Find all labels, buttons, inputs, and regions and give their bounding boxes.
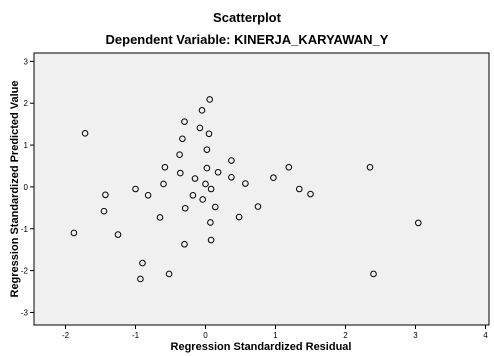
x-tick-label: 1 — [273, 331, 278, 340]
data-point — [198, 107, 206, 114]
plot-area — [33, 52, 490, 326]
x-tick-label: 4 — [483, 331, 488, 340]
data-point — [132, 185, 139, 193]
data-point — [366, 163, 374, 171]
data-point — [207, 236, 215, 244]
data-point — [181, 118, 188, 125]
x-axis-label: Regression Standardized Residual — [171, 341, 352, 353]
data-point — [161, 163, 169, 171]
data-point — [203, 164, 211, 172]
data-point — [137, 275, 144, 283]
data-point — [179, 135, 186, 143]
data-point — [102, 191, 109, 199]
data-point — [235, 213, 243, 221]
data-point — [415, 219, 422, 227]
x-tick-label: 0 — [203, 331, 208, 340]
data-point — [207, 185, 215, 193]
data-point — [81, 130, 89, 137]
data-point — [181, 204, 189, 212]
data-point — [144, 191, 152, 199]
data-point — [270, 174, 277, 182]
data-point — [156, 214, 164, 221]
x-tick-label: -2 — [62, 331, 70, 340]
data-point — [205, 130, 213, 138]
y-tick-label: 3 — [24, 57, 29, 66]
data-point — [189, 191, 197, 199]
data-point — [228, 157, 235, 164]
data-point — [202, 180, 209, 188]
data-point — [160, 180, 167, 188]
data-point — [296, 185, 303, 193]
x-tick-label: 2 — [343, 331, 348, 340]
data-point — [70, 229, 78, 237]
y-tick-label: 2 — [24, 99, 29, 108]
y-tick-label: 1 — [24, 141, 29, 150]
y-axis-label: Regression Standardized Predicted Value — [9, 80, 21, 297]
data-point — [165, 270, 173, 278]
axis-ticks: -2 -1 0 1 2 3 4 -3 -2 -1 0 1 2 3 — [21, 57, 488, 340]
data-point — [100, 207, 108, 215]
data-point — [307, 190, 314, 198]
data-point — [199, 196, 206, 203]
data-point — [139, 259, 146, 267]
data-point — [207, 219, 214, 226]
chart-title: Scatterplot — [213, 10, 282, 25]
data-point — [254, 203, 262, 210]
data-point — [206, 96, 213, 103]
data-points — [70, 96, 422, 283]
data-point — [212, 203, 219, 211]
data-point — [177, 169, 184, 177]
y-tick-label: -2 — [21, 267, 29, 276]
data-point — [176, 151, 183, 158]
data-point — [370, 270, 377, 278]
data-point — [285, 163, 293, 171]
y-tick-label: 0 — [24, 183, 29, 192]
x-tick-label: -1 — [132, 331, 140, 340]
data-point — [242, 180, 249, 187]
data-point — [191, 175, 199, 182]
data-point — [214, 168, 222, 176]
data-point — [203, 146, 211, 153]
data-point — [228, 173, 235, 181]
data-point — [114, 231, 122, 238]
data-point — [196, 124, 204, 132]
chart-subtitle: Dependent Variable: KINERJA_KARYAWAN_Y — [106, 32, 389, 47]
data-point — [181, 240, 188, 248]
y-tick-label: -3 — [21, 308, 29, 317]
y-tick-label: -1 — [21, 225, 29, 234]
x-tick-label: 3 — [413, 331, 418, 340]
